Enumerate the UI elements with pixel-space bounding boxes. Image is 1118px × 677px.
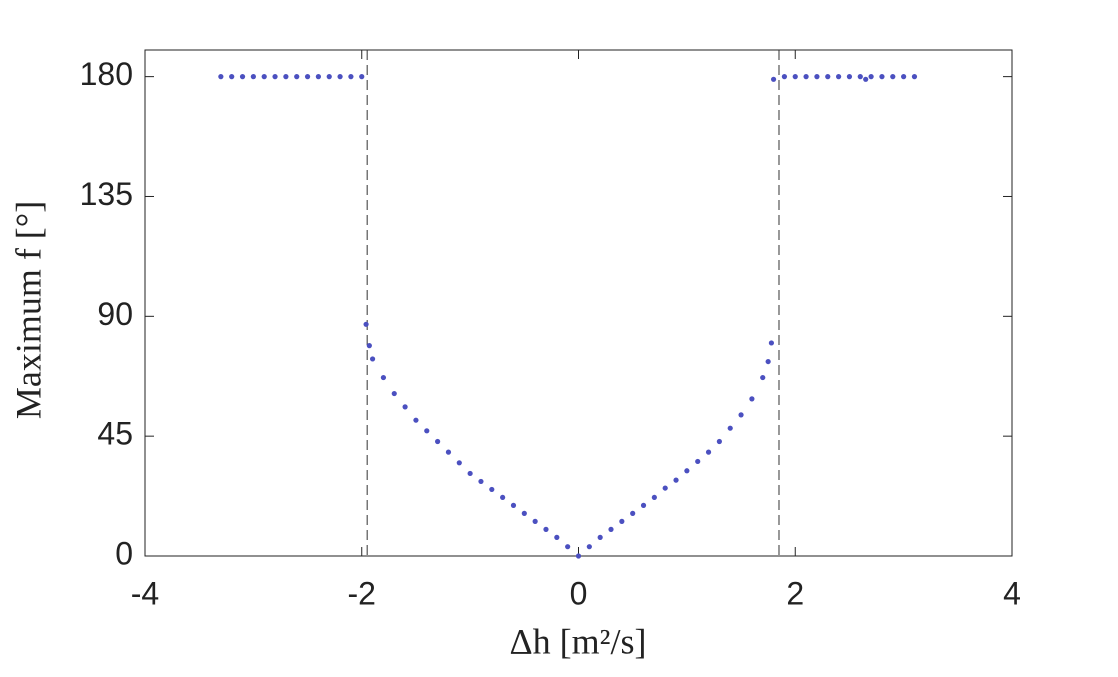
x-tick-label: -4	[131, 575, 159, 611]
point	[554, 534, 560, 540]
y-axis-label: Maximum f [°]	[8, 201, 48, 419]
point	[586, 544, 592, 550]
point	[781, 74, 788, 80]
y-tick-label: 135	[80, 176, 133, 212]
y-tick-label: 45	[97, 416, 133, 452]
point	[890, 74, 896, 80]
point	[348, 74, 354, 80]
plot-frame	[144, 49, 1013, 557]
point	[261, 74, 267, 80]
point	[239, 74, 246, 80]
point	[304, 74, 311, 80]
x-tick-label: 0	[570, 575, 588, 611]
x-tick-label: 4	[1003, 575, 1021, 611]
y-tick-label: 90	[97, 296, 133, 332]
point	[575, 553, 582, 559]
point	[478, 478, 484, 485]
point	[760, 374, 766, 381]
point	[673, 477, 679, 483]
point	[608, 526, 614, 532]
x-tick-label: -2	[348, 575, 376, 611]
point	[749, 396, 755, 402]
point	[283, 74, 289, 80]
y-tick-label: 180	[80, 56, 133, 92]
point	[695, 458, 701, 465]
point	[768, 340, 775, 346]
point	[863, 76, 869, 82]
point	[369, 356, 376, 362]
point	[218, 74, 224, 80]
point	[521, 510, 527, 516]
point	[662, 485, 668, 491]
y-tick-label: 0	[115, 535, 133, 571]
point	[391, 390, 397, 397]
point	[413, 417, 419, 423]
point	[770, 76, 777, 82]
point	[901, 74, 907, 80]
point	[359, 74, 365, 80]
point	[765, 358, 771, 365]
point	[868, 74, 874, 80]
x-tick-label: 2	[786, 575, 804, 611]
point	[543, 526, 549, 532]
point	[510, 502, 517, 508]
point	[738, 412, 744, 418]
point	[326, 74, 332, 80]
point	[467, 470, 473, 477]
point	[380, 374, 387, 381]
point	[814, 74, 820, 80]
point	[911, 74, 918, 80]
point	[565, 544, 571, 550]
point	[727, 425, 733, 431]
point	[825, 74, 831, 80]
point	[445, 449, 452, 455]
point	[435, 438, 441, 445]
point	[532, 518, 538, 524]
point	[363, 321, 369, 327]
point	[337, 74, 343, 80]
point	[424, 428, 430, 434]
point	[229, 74, 235, 80]
point	[684, 468, 690, 474]
point	[597, 534, 603, 540]
point	[272, 74, 278, 80]
point	[294, 74, 300, 80]
point	[651, 494, 657, 501]
point	[402, 404, 408, 410]
x-axis-label: Δh [m²/s]	[510, 621, 647, 661]
point	[619, 518, 625, 524]
point	[366, 343, 372, 349]
point	[792, 74, 798, 80]
point	[716, 438, 722, 445]
point	[803, 74, 809, 80]
point	[500, 494, 506, 501]
point	[315, 74, 321, 80]
point	[489, 486, 495, 493]
point	[836, 74, 842, 80]
point	[250, 74, 256, 80]
point	[640, 502, 647, 508]
point	[879, 74, 885, 80]
point	[846, 74, 853, 80]
point	[705, 449, 712, 455]
point	[456, 460, 462, 466]
point	[857, 74, 863, 80]
point	[630, 510, 636, 516]
